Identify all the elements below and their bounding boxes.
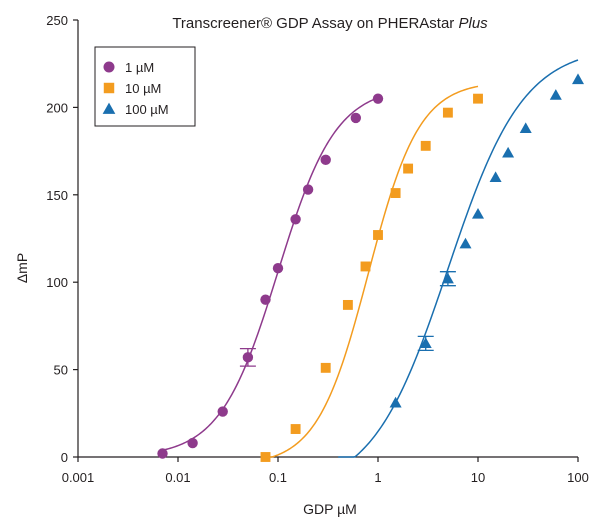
x-tick-label: 0.1 xyxy=(269,470,287,485)
chart-title-italic: Plus xyxy=(458,15,488,32)
fit-curve-3 xyxy=(338,59,579,458)
data-point xyxy=(187,437,198,449)
data-point xyxy=(420,140,431,151)
data-point xyxy=(471,208,485,219)
x-tick-label: 0.001 xyxy=(62,470,95,485)
y-tick-label: 0 xyxy=(61,450,68,465)
data-point xyxy=(473,93,483,104)
x-tick-label: 100 xyxy=(567,470,589,485)
x-tick-label: 1 xyxy=(374,470,381,485)
fit-curve-1 xyxy=(162,97,379,451)
y-tick-label: 150 xyxy=(46,188,68,203)
legend-label-2: 10 µM xyxy=(125,81,161,96)
data-point xyxy=(419,337,432,349)
data-point xyxy=(442,107,453,118)
data-point xyxy=(342,299,353,310)
data-point xyxy=(360,261,371,272)
data-point xyxy=(459,237,472,249)
data-point xyxy=(571,73,585,85)
data-point xyxy=(373,230,383,240)
data-point xyxy=(549,89,562,100)
legend-label-3: 100 µM xyxy=(125,102,169,117)
chart-title: Transcreener® GDP Assay on PHERAstar Plu… xyxy=(172,15,488,32)
y-tick-label: 200 xyxy=(46,100,68,115)
legend-label-1: 1 µM xyxy=(125,60,154,75)
legend: 1 µM 10 µM 100 µM xyxy=(94,46,196,127)
y-tick-label: 100 xyxy=(46,275,68,290)
data-point xyxy=(519,122,532,134)
x-tick-label: 10 xyxy=(471,470,485,485)
y-tick-label: 250 xyxy=(46,13,68,28)
data-point xyxy=(302,184,314,195)
axes: 0.001 0.01 0.1 1 10 100 0 50 100 150 200 250 xyxy=(46,13,589,485)
data-point xyxy=(390,188,401,198)
data-point xyxy=(320,362,331,373)
data-point xyxy=(260,294,271,305)
data-point xyxy=(217,406,228,417)
data-point xyxy=(157,448,168,459)
series-1-points xyxy=(157,93,384,459)
y-tick-label: 50 xyxy=(54,363,68,378)
data-point xyxy=(372,93,384,104)
x-tick-label: 0.01 xyxy=(165,470,190,485)
data-point xyxy=(320,154,331,166)
data-point xyxy=(260,452,271,462)
data-point xyxy=(502,146,515,158)
data-point xyxy=(242,352,254,363)
series-2-points xyxy=(260,93,483,462)
legend-marker-1 xyxy=(103,61,115,73)
legend-marker-2 xyxy=(103,82,115,94)
x-axis-title: GDP µM xyxy=(303,501,357,517)
legend-marker-3 xyxy=(102,102,116,114)
data-points xyxy=(157,73,585,462)
data-point xyxy=(350,112,362,124)
fit-curves xyxy=(162,59,579,458)
data-point xyxy=(403,163,414,174)
series-3-points xyxy=(389,73,585,408)
data-point xyxy=(389,396,402,408)
chart-title-main: Transcreener® GDP Assay on PHERAstar xyxy=(172,15,458,32)
data-point xyxy=(290,214,301,225)
data-point xyxy=(272,263,284,274)
y-axis-title: ΔmP xyxy=(14,253,30,283)
data-point xyxy=(290,424,301,434)
data-point xyxy=(489,171,502,182)
data-point xyxy=(441,272,454,284)
